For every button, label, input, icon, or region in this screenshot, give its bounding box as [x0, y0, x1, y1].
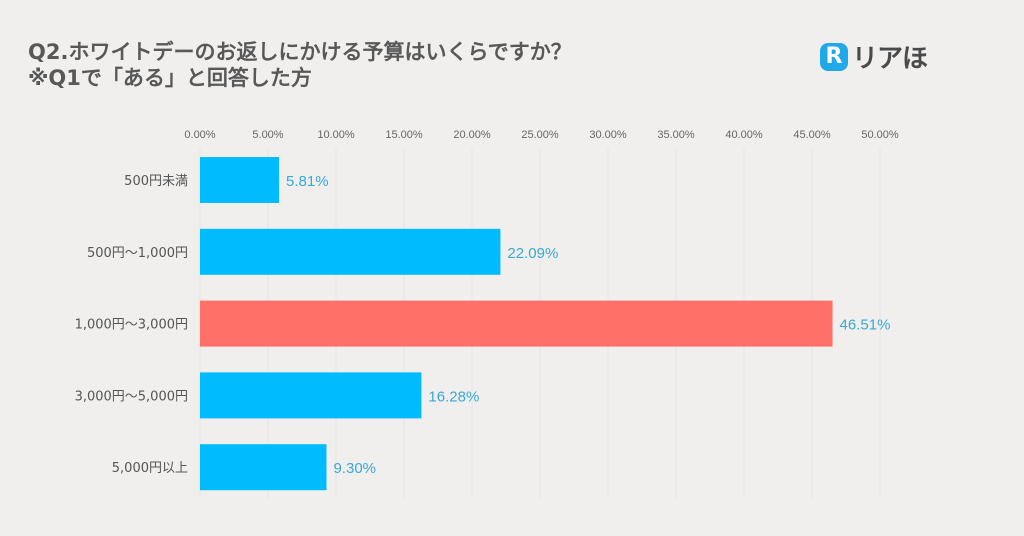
bar	[200, 300, 833, 347]
value-labels: 5.81% 22.09% 46.51% 16.28% 9.30%	[286, 173, 890, 477]
category-label: 5,000円以上	[112, 461, 188, 476]
value-label: 9.30%	[333, 460, 376, 477]
x-tick-label: 45.00%	[793, 129, 831, 141]
bars	[200, 157, 833, 491]
category-label: 500円未満	[124, 174, 188, 189]
value-label: 22.09%	[507, 245, 558, 262]
x-tick-label: 25.00%	[521, 129, 559, 141]
x-tick-label: 0.00%	[184, 129, 215, 141]
bar	[200, 157, 280, 203]
chart-title: Q2.ホワイトデーのお返しにかける予算はいくらですか？	[28, 40, 572, 64]
x-tick-label: 15.00%	[385, 129, 423, 141]
category-labels: 500円未満 500円～1,000円 1,000円～3,000円 3,000円～5,0…	[75, 174, 188, 476]
category-label: 500円～1,000円	[87, 246, 188, 261]
category-label: 3,000円～5,000円	[75, 389, 188, 404]
logo: R リアほ	[820, 38, 928, 75]
logo-text: リアほ	[852, 44, 928, 74]
bar	[200, 444, 327, 491]
logo-mark-icon: R	[820, 42, 848, 71]
value-label: 46.51%	[840, 317, 891, 334]
x-tick-label: 35.00%	[657, 129, 695, 141]
bar	[200, 372, 422, 419]
category-label: 1,000円～3,000円	[75, 318, 188, 333]
x-tick-label: 40.00%	[725, 129, 763, 141]
value-label: 5.81%	[286, 173, 329, 190]
bar	[200, 228, 501, 275]
x-axis-ticks: 0.00% 5.00% 10.00% 15.00% 20.00% 25.00% 30.00%…	[184, 129, 898, 141]
x-tick-label: 5.00%	[252, 129, 283, 141]
x-tick-label: 20.00%	[453, 129, 491, 141]
chart-subtitle: ※Q1で「ある」と回答した方	[28, 66, 312, 90]
value-label: 16.28%	[428, 388, 479, 405]
x-tick-label: 10.00%	[317, 129, 355, 141]
x-tick-label: 50.00%	[861, 129, 899, 141]
x-tick-label: 30.00%	[589, 129, 627, 141]
